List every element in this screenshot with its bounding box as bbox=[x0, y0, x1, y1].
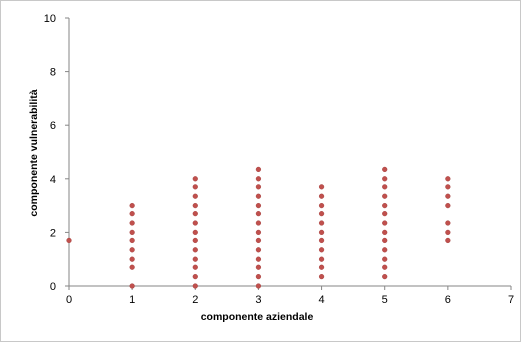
y-tick-label: 8 bbox=[50, 67, 56, 79]
x-tick-label: 1 bbox=[129, 294, 135, 306]
data-point bbox=[318, 229, 325, 236]
x-axis-title: componente aziendale bbox=[201, 311, 314, 323]
data-point bbox=[445, 203, 451, 209]
data-point bbox=[382, 166, 388, 173]
data-point bbox=[382, 274, 388, 280]
data-point bbox=[382, 229, 388, 236]
data-point bbox=[382, 184, 388, 190]
data-point bbox=[255, 211, 262, 217]
data-point bbox=[382, 176, 388, 182]
data-point bbox=[445, 176, 451, 182]
data-point bbox=[382, 237, 388, 244]
data-point bbox=[192, 203, 198, 209]
x-tick-label: 4 bbox=[319, 294, 325, 306]
data-point bbox=[129, 220, 135, 226]
data-point bbox=[192, 237, 198, 244]
data-point bbox=[192, 274, 198, 280]
data-point bbox=[318, 203, 325, 209]
data-point bbox=[318, 264, 325, 270]
data-point bbox=[255, 256, 262, 262]
x-tick-label: 6 bbox=[445, 294, 451, 306]
data-point bbox=[192, 176, 198, 182]
data-point bbox=[255, 184, 262, 190]
data-point bbox=[382, 211, 388, 217]
data-point bbox=[382, 264, 388, 270]
data-point bbox=[129, 247, 135, 253]
data-point bbox=[318, 247, 325, 253]
data-point bbox=[129, 256, 135, 262]
data-point bbox=[318, 211, 325, 217]
data-point bbox=[192, 220, 198, 226]
x-tick-label: 0 bbox=[66, 294, 72, 306]
y-tick-label: 4 bbox=[50, 174, 56, 186]
data-point bbox=[192, 256, 198, 262]
data-point bbox=[255, 193, 262, 199]
y-axis-title: componente vulnerabilità bbox=[28, 89, 40, 216]
data-point bbox=[318, 220, 325, 226]
data-point bbox=[255, 247, 262, 253]
data-point bbox=[192, 229, 198, 236]
data-point bbox=[129, 203, 135, 209]
data-point bbox=[192, 264, 198, 270]
data-point bbox=[255, 166, 262, 173]
data-point bbox=[318, 274, 325, 280]
data-point bbox=[255, 274, 262, 280]
data-point bbox=[445, 237, 451, 244]
data-point bbox=[255, 229, 262, 236]
x-tick-label: 3 bbox=[255, 294, 261, 306]
x-tick-label: 7 bbox=[508, 294, 514, 306]
y-tick-label: 2 bbox=[50, 227, 56, 239]
data-point bbox=[318, 237, 325, 244]
y-tick-label: 6 bbox=[50, 120, 56, 132]
y-tick-label: 0 bbox=[50, 281, 56, 293]
data-point bbox=[382, 220, 388, 226]
data-point bbox=[382, 256, 388, 262]
data-point bbox=[255, 220, 262, 226]
data-point bbox=[382, 193, 388, 199]
data-point bbox=[129, 229, 135, 236]
data-point bbox=[192, 193, 198, 199]
data-point bbox=[318, 256, 325, 262]
data-point bbox=[192, 184, 198, 190]
data-point bbox=[318, 184, 325, 190]
data-point bbox=[192, 283, 198, 289]
data-point bbox=[255, 203, 262, 209]
data-point bbox=[129, 237, 135, 244]
data-point bbox=[445, 193, 451, 199]
data-point bbox=[255, 264, 262, 270]
data-point bbox=[66, 237, 72, 244]
data-point bbox=[129, 211, 135, 217]
data-point bbox=[255, 283, 262, 289]
x-tick-label: 5 bbox=[382, 294, 388, 306]
data-point bbox=[129, 264, 135, 270]
data-point bbox=[192, 211, 198, 217]
data-point bbox=[192, 247, 198, 253]
data-point bbox=[382, 203, 388, 209]
data-point bbox=[445, 184, 451, 190]
data-point bbox=[255, 237, 262, 244]
data-point bbox=[255, 176, 262, 182]
data-point bbox=[129, 283, 135, 289]
data-point bbox=[445, 229, 451, 236]
data-point bbox=[445, 220, 451, 226]
data-points bbox=[66, 166, 451, 289]
data-point bbox=[382, 247, 388, 253]
x-tick-label: 2 bbox=[192, 294, 198, 306]
y-tick-label: 10 bbox=[44, 13, 56, 25]
tick-labels: 0 2 4 6 8 10 0 1 2 3 4 5 6 7 bbox=[44, 13, 514, 306]
data-point bbox=[318, 193, 325, 199]
